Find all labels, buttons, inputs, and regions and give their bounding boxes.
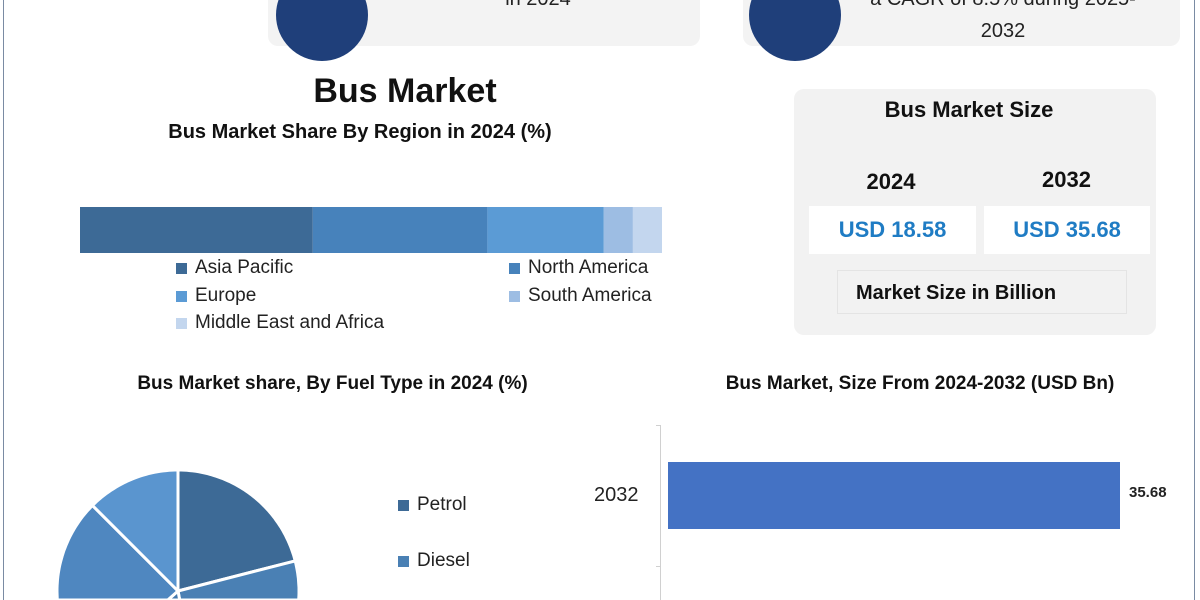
infographic-frame — [3, 0, 1195, 600]
market-size-title: Bus Market Size — [884, 97, 1054, 122]
stat-card-text-line2: 2032 — [980, 20, 1026, 42]
size-chart-title: Bus Market, Size From 2024-2032 (USD Bn) — [725, 373, 1115, 394]
stat-card-text: in 2024 — [438, 0, 638, 15]
value-2032: USD 35.68 — [984, 206, 1150, 254]
region-segment-2 — [487, 207, 604, 253]
year-2032-label: 2032 — [1042, 167, 1091, 192]
legend-swatch — [398, 555, 409, 567]
legend-label: Petrol — [417, 494, 467, 515]
y-axis-line — [660, 425, 661, 600]
legend-label: South America — [528, 285, 652, 306]
stat-card-2: a CAGR of 8.5% during 2025- 2032 — [743, 0, 1180, 61]
stat-card-text-line1: a CAGR of 8.5% during 2025- — [843, 0, 1163, 15]
y-axis-tick — [656, 566, 661, 567]
legend-swatch — [176, 290, 187, 302]
charts-svg — [55, 207, 662, 600]
legend-label: Diesel — [417, 550, 470, 571]
legend-diesel: Diesel — [398, 550, 470, 572]
pie-slice-3 — [55, 503, 181, 600]
region-segment-3 — [603, 207, 633, 253]
pie-slice-0 — [176, 468, 298, 593]
legend-petrol: Petrol — [398, 494, 467, 516]
pie-slice-4 — [90, 468, 180, 595]
value-2024: USD 18.58 — [809, 206, 976, 254]
legend-label: North America — [528, 257, 649, 278]
legend-label: Asia Pacific — [195, 257, 294, 278]
legend-swatch — [176, 317, 187, 329]
y-axis-tick — [656, 425, 661, 426]
region-chart-title: Bus Market Share By Region in 2024 (%) — [168, 121, 552, 143]
legend-swatch — [509, 290, 520, 302]
region-segment-0 — [80, 207, 313, 253]
legend-label: Europe — [195, 285, 257, 306]
unit-label: Market Size in Billion — [837, 270, 1127, 314]
year-2024-label: 2024 — [866, 169, 916, 194]
legend-swatch — [509, 262, 520, 274]
fuel-chart-title: Bus Market share, By Fuel Type in 2024 (… — [137, 373, 528, 394]
main-title: Bus Market — [313, 72, 497, 110]
legend-item-asia-pacific: Asia Pacific — [176, 257, 293, 279]
legend-item-north-america: North America — [509, 257, 648, 279]
legend-item-europe: Europe — [176, 285, 256, 307]
region-segment-1 — [312, 207, 488, 253]
legend-label: Middle East and Africa — [195, 312, 385, 333]
legend-item-middle-east-and-africa: Middle East and Africa — [176, 312, 384, 334]
legend-swatch — [398, 499, 409, 511]
legend-item-south-america: South America — [509, 285, 652, 307]
market-size-panel: Bus Market Size 2024 2032 USD 18.58 USD … — [794, 89, 1156, 335]
bar-data-label: 35.68 — [1129, 484, 1167, 501]
region-segment-4 — [632, 207, 662, 253]
legend-swatch — [176, 262, 187, 274]
bar-2032 — [668, 462, 1120, 529]
bar-category-label: 2032 — [594, 484, 639, 506]
